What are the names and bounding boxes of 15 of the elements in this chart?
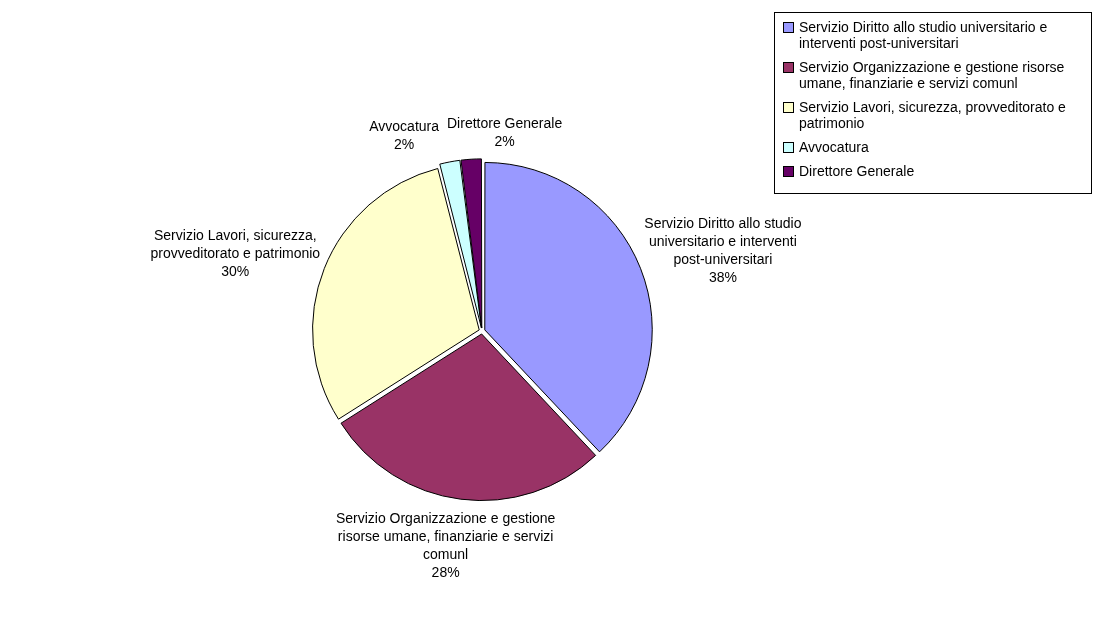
data-label: 2% [393, 135, 415, 152]
slice-label: Direttore Generale [447, 114, 563, 131]
slice-label: Avvocatura [369, 117, 440, 134]
data-label: 2% [494, 132, 515, 149]
slice-label: Servizio Organizzazione e gestione risorse umane, finanziarie e servizi comunl [335, 509, 556, 562]
data-label: 38% [708, 269, 737, 286]
data-label: 30% [221, 263, 250, 280]
data-label: 28% [431, 563, 460, 580]
legend-label: Servizio Lavori, sicurezza, provveditorato e patrimonio [799, 99, 1067, 131]
slice-label: Servizio Lavori, sicurezza, provveditorato e patrimonio [150, 227, 321, 262]
slice-label: Servizio Diritto allo studio universitario e interventi post-universitari [644, 215, 802, 268]
legend-label: Servizio Diritto allo studio universitario e interventi post-universitari [799, 19, 1049, 51]
legend-label: Avvocatura [799, 139, 869, 155]
legend-label: Servizio Organizzazione e gestione risorse umane, finanziarie e servizi comunl [799, 59, 1066, 91]
legend-label: Direttore Generale [799, 163, 915, 179]
